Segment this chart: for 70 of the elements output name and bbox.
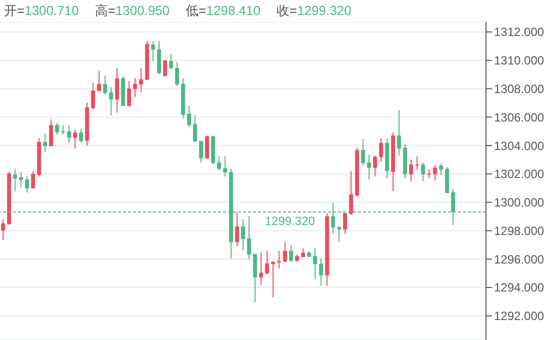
- candlestick: [313, 248, 318, 280]
- candlestick: [67, 124, 72, 144]
- candlestick: [397, 110, 402, 156]
- candlestick: [241, 218, 246, 252]
- candlestick: [235, 212, 240, 247]
- y-tick-label: 1298.000: [494, 224, 544, 238]
- candlestick: [247, 216, 252, 260]
- candlestick: [421, 162, 426, 182]
- candlestick: [289, 244, 294, 262]
- candlestick: [97, 70, 102, 92]
- candlestick: [13, 168, 18, 192]
- candlestick: [253, 253, 258, 303]
- y-tick-label: 1302.000: [494, 167, 544, 182]
- candlestick: [193, 114, 198, 142]
- candlestick: [337, 226, 342, 243]
- candlestick: [115, 67, 120, 114]
- candlestick: [133, 78, 138, 98]
- candlestick: [127, 80, 132, 107]
- y-tick-label: 1306.000: [494, 110, 544, 124]
- text: 高=1300.950: [94, 3, 170, 18]
- candlestick: [31, 170, 36, 189]
- candlestick: [109, 86, 114, 116]
- candlestick: [49, 118, 54, 147]
- candlestick: [19, 171, 24, 188]
- candlestick: [205, 134, 210, 159]
- candlestick: [259, 252, 264, 286]
- y-tick-label: 1310.000: [494, 54, 544, 68]
- candlestick: [277, 250, 282, 270]
- candlestick: [343, 212, 348, 234]
- ref-line-label: 1299.320: [264, 214, 316, 228]
- candlestick: [199, 140, 204, 164]
- candlestick: [25, 176, 30, 193]
- candlestick: [217, 156, 222, 171]
- candlestick: [55, 122, 60, 135]
- y-tick-label: 1294.000: [494, 280, 544, 295]
- candlestick: [409, 158, 414, 182]
- candlestick: [1, 219, 6, 240]
- candlestick: [175, 62, 180, 87]
- candlestick: [73, 129, 78, 149]
- candlestick: [223, 156, 228, 178]
- candlestick: [439, 162, 444, 176]
- candlestick: [103, 75, 108, 96]
- candlestick: [151, 40, 156, 62]
- text: 低=1298.410: [186, 3, 260, 18]
- candlestick: [367, 154, 372, 180]
- candlestick: [265, 250, 270, 275]
- y-tick-label: 1292.000: [494, 309, 544, 324]
- y-tick-label: 1296.000: [494, 252, 544, 266]
- candlestick: [361, 138, 366, 166]
- candlestick: [283, 242, 288, 262]
- candlestick: [349, 170, 354, 216]
- candlestick: [187, 105, 192, 128]
- text: 开=1300.710: [4, 3, 79, 18]
- candlestick: [415, 156, 420, 170]
- text: 收=1299.320: [276, 3, 352, 18]
- candlestick: [319, 258, 324, 286]
- candlestick: [433, 164, 438, 182]
- y-tick-label: 1300.000: [494, 196, 544, 210]
- y-tick-label: 1304.000: [494, 138, 544, 153]
- candlestick: [91, 82, 96, 110]
- candlestick: [79, 128, 84, 144]
- candlestick: [373, 155, 378, 178]
- candlestick: [379, 138, 384, 162]
- candlestick: [169, 53, 174, 70]
- y-tick-label: 1308.000: [494, 82, 544, 96]
- candlestick: [61, 124, 66, 135]
- candlestick: [43, 132, 48, 152]
- y-tick-label: 1312.000: [494, 25, 544, 40]
- candlestick: [139, 67, 144, 93]
- candlestick: [157, 40, 162, 75]
